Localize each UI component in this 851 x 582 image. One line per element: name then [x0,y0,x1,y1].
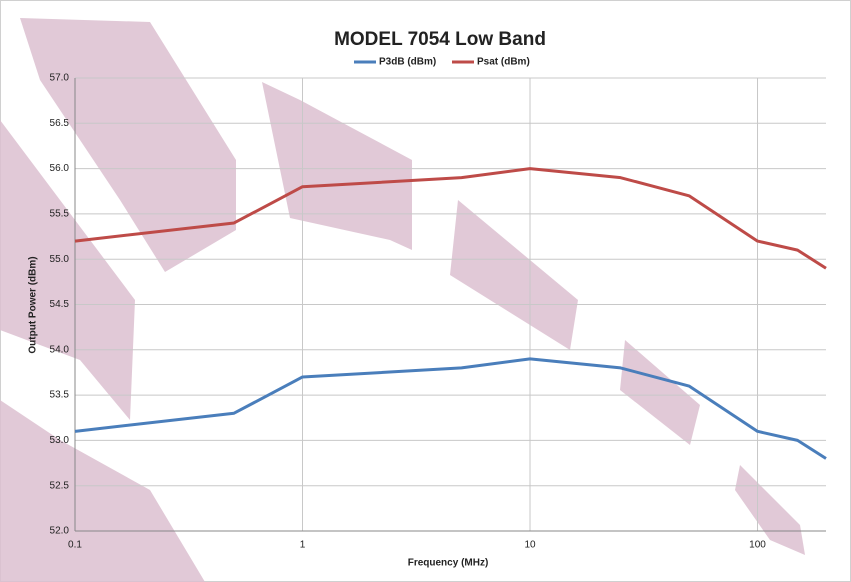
y-tick-label: 57.0 [50,73,70,84]
chart-title: MODEL 7054 Low Band [334,29,546,50]
y-tick-label: 56.5 [50,118,70,129]
x-axis-label: Frequency (MHz) [408,558,489,569]
x-tick-label: 0.1 [68,540,82,551]
y-tick-label: 53.5 [50,390,70,401]
y-tick-label: 54.5 [50,299,70,310]
y-tick-label: 52.0 [50,526,70,537]
x-tick-label: 1 [300,540,306,551]
x-tick-label: 10 [524,540,536,551]
y-tick-label: 53.0 [50,435,70,446]
page: MODEL 7054 Low Band Frequency (MHz) Outp… [0,0,851,582]
legend-label: Psat (dBm) [477,57,530,68]
y-tick-label: 56.0 [50,163,70,174]
x-tick-label: 100 [749,540,766,551]
y-axis-label: Output Power (dBm) [28,256,39,353]
chart: MODEL 7054 Low Band Frequency (MHz) Outp… [0,0,851,582]
y-tick-label: 55.0 [50,254,70,265]
y-tick-label: 54.0 [50,344,70,355]
y-tick-label: 52.5 [50,480,70,491]
legend-label: P3dB (dBm) [379,57,436,68]
y-tick-label: 55.5 [50,209,70,220]
